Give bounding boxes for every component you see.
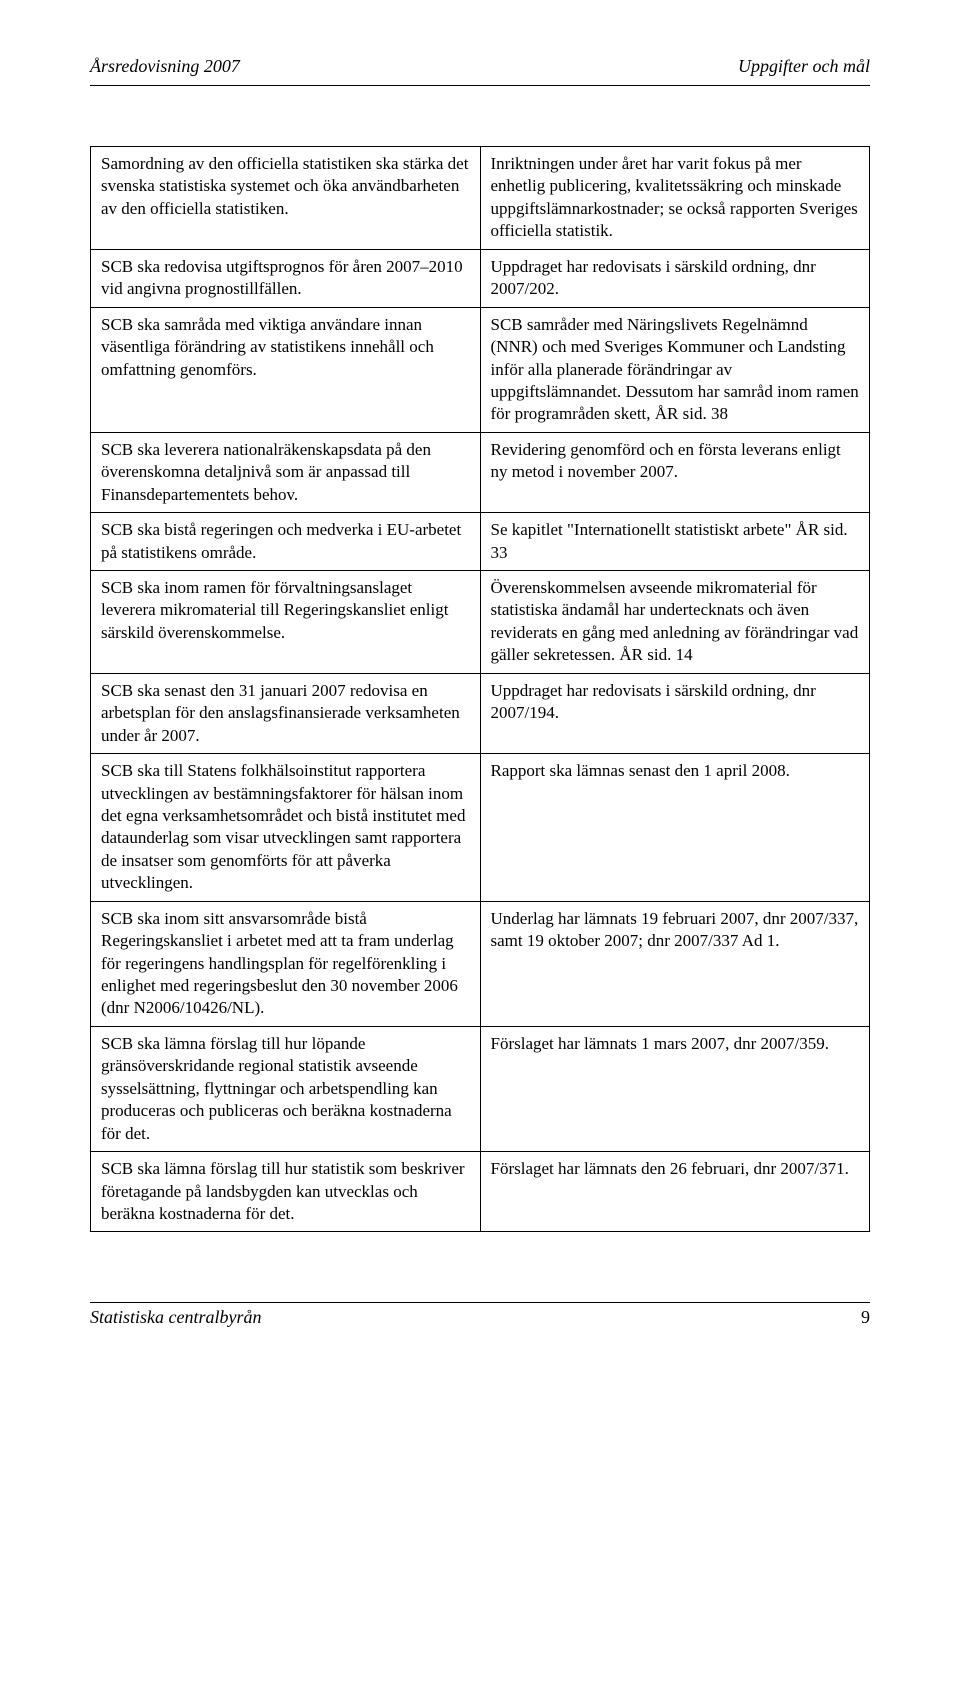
table-cell-left: SCB ska leverera nationalräkenskapsdata …	[91, 432, 481, 512]
table-row: SCB ska inom ramen för förvaltningsansla…	[91, 571, 870, 674]
table-row: SCB ska redovisa utgiftsprognos för åren…	[91, 249, 870, 307]
table-row: SCB ska lämna förslag till hur löpande g…	[91, 1026, 870, 1151]
table-cell-left: SCB ska bistå regeringen och medverka i …	[91, 513, 481, 571]
table-cell-right: Inriktningen under året har varit fokus …	[480, 147, 870, 250]
table-cell-right: Uppdraget har redovisats i särskild ordn…	[480, 673, 870, 753]
table-cell-right: Revidering genomförd och en första lever…	[480, 432, 870, 512]
table-cell-right: Rapport ska lämnas senast den 1 april 20…	[480, 754, 870, 902]
table-cell-left: SCB ska inom sitt ansvarsområde bistå Re…	[91, 901, 481, 1026]
table-row: SCB ska till Statens folkhälsoinstitut r…	[91, 754, 870, 902]
table-row: SCB ska senast den 31 januari 2007 redov…	[91, 673, 870, 753]
table-row: Samordning av den officiella statistiken…	[91, 147, 870, 250]
table-cell-right: Uppdraget har redovisats i särskild ordn…	[480, 249, 870, 307]
table-cell-right: Förslaget har lämnats den 26 februari, d…	[480, 1152, 870, 1232]
table-cell-right: Förslaget har lämnats 1 mars 2007, dnr 2…	[480, 1026, 870, 1151]
page: Årsredovisning 2007 Uppgifter och mål Sa…	[0, 0, 960, 1368]
table-cell-left: SCB ska senast den 31 januari 2007 redov…	[91, 673, 481, 753]
table-cell-left: SCB ska redovisa utgiftsprognos för åren…	[91, 249, 481, 307]
footer-left: Statistiska centralbyrån	[90, 1307, 261, 1328]
table-cell-left: Samordning av den officiella statistiken…	[91, 147, 481, 250]
table-cell-left: SCB ska till Statens folkhälsoinstitut r…	[91, 754, 481, 902]
header-left: Årsredovisning 2007	[90, 56, 240, 77]
table-cell-left: SCB ska lämna förslag till hur löpande g…	[91, 1026, 481, 1151]
footer-rule	[90, 1302, 870, 1303]
table-cell-left: SCB ska lämna förslag till hur statistik…	[91, 1152, 481, 1232]
content-table-body: Samordning av den officiella statistiken…	[91, 147, 870, 1232]
table-row: SCB ska bistå regeringen och medverka i …	[91, 513, 870, 571]
content-table: Samordning av den officiella statistiken…	[90, 146, 870, 1232]
page-number: 9	[861, 1307, 870, 1328]
table-cell-right: Överenskommelsen avseende mikromaterial …	[480, 571, 870, 674]
table-cell-right: Underlag har lämnats 19 februari 2007, d…	[480, 901, 870, 1026]
table-row: SCB ska inom sitt ansvarsområde bistå Re…	[91, 901, 870, 1026]
table-cell-left: SCB ska samråda med viktiga användare in…	[91, 307, 481, 432]
table-row: SCB ska lämna förslag till hur statistik…	[91, 1152, 870, 1232]
table-cell-left: SCB ska inom ramen för förvaltningsansla…	[91, 571, 481, 674]
header-rule	[90, 85, 870, 86]
table-cell-right: Se kapitlet "Internationellt statistiskt…	[480, 513, 870, 571]
header-right: Uppgifter och mål	[738, 56, 870, 77]
table-row: SCB ska leverera nationalräkenskapsdata …	[91, 432, 870, 512]
running-footer: Statistiska centralbyrån 9	[90, 1307, 870, 1328]
table-cell-right: SCB samråder med Näringslivets Regelnämn…	[480, 307, 870, 432]
table-row: SCB ska samråda med viktiga användare in…	[91, 307, 870, 432]
running-header: Årsredovisning 2007 Uppgifter och mål	[90, 56, 870, 77]
